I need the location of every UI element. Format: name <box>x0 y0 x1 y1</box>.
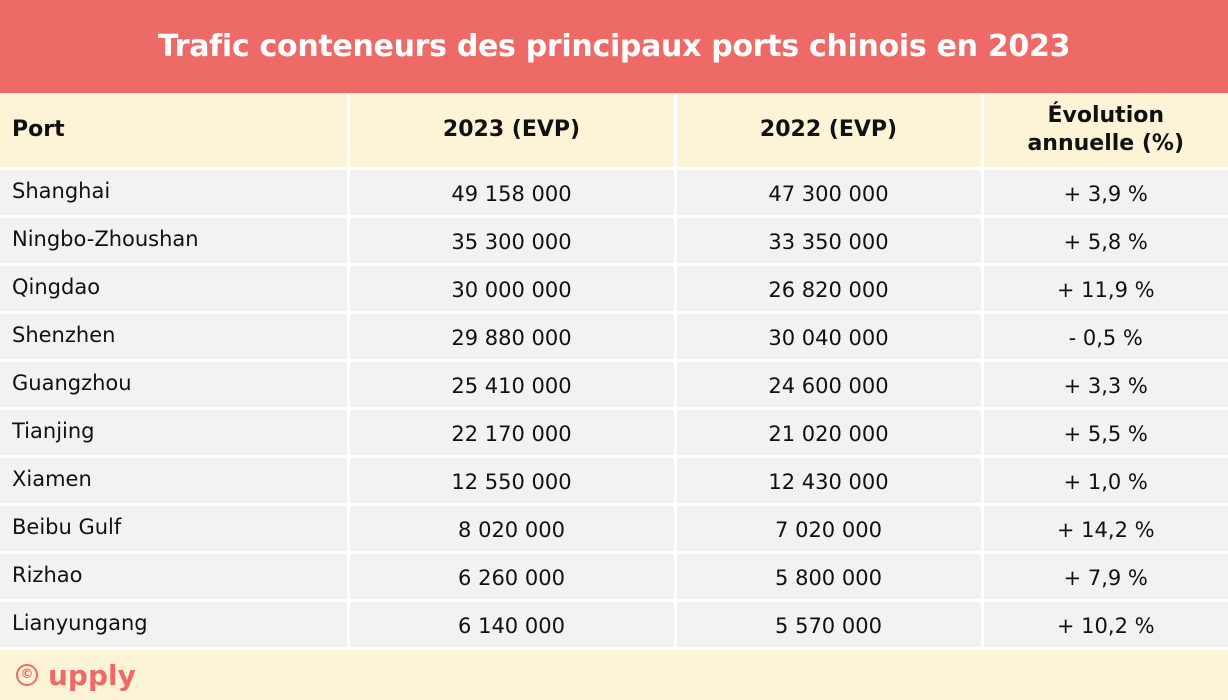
cell-2022: 7 020 000 <box>675 504 984 554</box>
table-header: Port 2023 (EVP) 2022 (EVP) Évolution ann… <box>0 94 1228 170</box>
header-2023: 2023 (EVP) <box>348 94 677 170</box>
cell-2022: 12 430 000 <box>675 456 984 506</box>
cell-2023: 22 170 000 <box>348 408 677 458</box>
header-2022: 2022 (EVP) <box>675 94 984 170</box>
footer: © upply <box>0 650 1228 700</box>
cell-2023: 8 020 000 <box>348 504 677 554</box>
brand-name: upply <box>48 658 136 692</box>
cell-evolution: + 14,2 % <box>982 504 1228 554</box>
cell-2022: 24 600 000 <box>675 360 984 410</box>
cell-port: Rizhao <box>0 552 350 602</box>
header-evolution: Évolution annuelle (%) <box>982 94 1228 170</box>
cell-port: Lianyungang <box>0 600 350 650</box>
title-banner: Trafic conteneurs des principaux ports c… <box>0 0 1228 93</box>
cell-2023: 29 880 000 <box>348 312 677 362</box>
table-row: Lianyungang 6 140 000 5 570 000 + 10,2 % <box>0 600 1228 650</box>
table-row: Xiamen 12 550 000 12 430 000 + 1,0 % <box>0 456 1228 506</box>
cell-2023: 6 140 000 <box>348 600 677 650</box>
cell-port: Qingdao <box>0 264 350 314</box>
header-evolution-line1: Évolution <box>1047 103 1165 129</box>
cell-2022: 26 820 000 <box>675 264 984 314</box>
cell-port: Guangzhou <box>0 360 350 410</box>
cell-2022: 5 570 000 <box>675 600 984 650</box>
table-body: Shanghai 49 158 000 47 300 000 + 3,9 % N… <box>0 168 1228 650</box>
table-row: Shanghai 49 158 000 47 300 000 + 3,9 % <box>0 168 1228 218</box>
cell-evolution: + 3,3 % <box>982 360 1228 410</box>
cell-port: Shenzhen <box>0 312 350 362</box>
cell-evolution: + 3,9 % <box>982 168 1228 218</box>
copyright-icon: © <box>16 664 38 686</box>
header-row: Port 2023 (EVP) 2022 (EVP) Évolution ann… <box>0 94 1228 170</box>
cell-2022: 21 020 000 <box>675 408 984 458</box>
table-row: Tianjing 22 170 000 21 020 000 + 5,5 % <box>0 408 1228 458</box>
cell-port: Tianjing <box>0 408 350 458</box>
cell-2022: 30 040 000 <box>675 312 984 362</box>
cell-2023: 25 410 000 <box>348 360 677 410</box>
cell-2023: 12 550 000 <box>348 456 677 506</box>
cell-evolution: + 10,2 % <box>982 600 1228 650</box>
cell-evolution: + 5,8 % <box>982 216 1228 266</box>
cell-port: Xiamen <box>0 456 350 506</box>
cell-2023: 6 260 000 <box>348 552 677 602</box>
cell-2022: 5 800 000 <box>675 552 984 602</box>
table-row: Qingdao 30 000 000 26 820 000 + 11,9 % <box>0 264 1228 314</box>
cell-2023: 49 158 000 <box>348 168 677 218</box>
cell-evolution: - 0,5 % <box>982 312 1228 362</box>
table-row: Guangzhou 25 410 000 24 600 000 + 3,3 % <box>0 360 1228 410</box>
table-row: Shenzhen 29 880 000 30 040 000 - 0,5 % <box>0 312 1228 362</box>
cell-evolution: + 11,9 % <box>982 264 1228 314</box>
cell-port: Ningbo-Zhoushan <box>0 216 350 266</box>
cell-port: Shanghai <box>0 168 350 218</box>
cell-evolution: + 1,0 % <box>982 456 1228 506</box>
table-row: Beibu Gulf 8 020 000 7 020 000 + 14,2 % <box>0 504 1228 554</box>
cell-evolution: + 7,9 % <box>982 552 1228 602</box>
table-row: Ningbo-Zhoushan 35 300 000 33 350 000 + … <box>0 216 1228 266</box>
table-row: Rizhao 6 260 000 5 800 000 + 7,9 % <box>0 552 1228 602</box>
header-port: Port <box>0 94 350 170</box>
cell-port: Beibu Gulf <box>0 504 350 554</box>
page-title: Trafic conteneurs des principaux ports c… <box>157 29 1071 64</box>
port-traffic-table: Port 2023 (EVP) 2022 (EVP) Évolution ann… <box>0 94 1228 650</box>
cell-evolution: + 5,5 % <box>982 408 1228 458</box>
brand-logo: © upply <box>16 659 136 692</box>
cell-2023: 30 000 000 <box>348 264 677 314</box>
cell-2022: 47 300 000 <box>675 168 984 218</box>
cell-2022: 33 350 000 <box>675 216 984 266</box>
header-evolution-line2: annuelle (%) <box>1027 131 1185 157</box>
cell-2023: 35 300 000 <box>348 216 677 266</box>
